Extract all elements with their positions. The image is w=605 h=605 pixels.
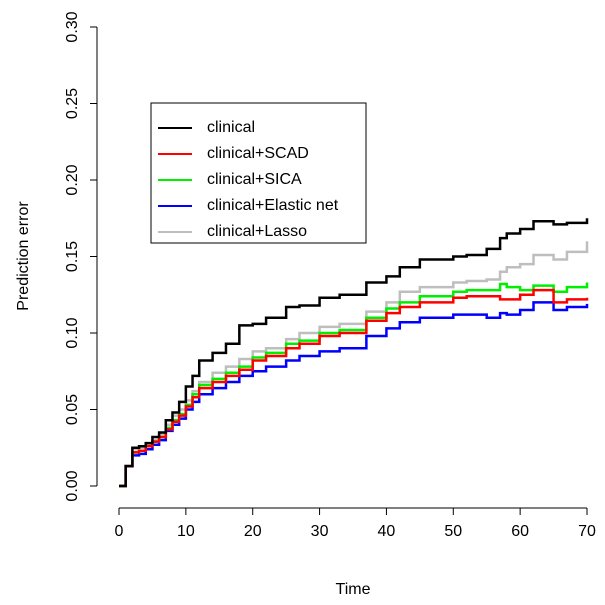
x-tick-label: 10 — [177, 523, 195, 540]
x-tick-label: 0 — [115, 523, 124, 540]
legend-label: clinical+SCAD — [207, 145, 309, 162]
series-line — [119, 241, 589, 488]
series-line — [119, 218, 589, 488]
x-tick-label: 20 — [244, 523, 262, 540]
y-tick-label: 0.20 — [64, 164, 81, 195]
x-tick-label: 60 — [511, 523, 529, 540]
y-tick-label: 0.00 — [64, 470, 81, 501]
y-tick-label: 0.30 — [64, 11, 81, 42]
x-tick-label: 40 — [378, 523, 396, 540]
legend-label: clinical+SICA — [207, 171, 302, 188]
series-line — [119, 282, 589, 488]
legend-label: clinical — [207, 119, 255, 136]
x-tick-label: 70 — [578, 523, 596, 540]
legend-label: clinical+Lasso — [207, 223, 307, 240]
y-tick-label: 0.05 — [64, 394, 81, 425]
x-tick-label: 50 — [444, 523, 462, 540]
y-tick-label: 0.15 — [64, 241, 81, 272]
x-axis-label: Time — [336, 581, 371, 598]
y-tick-label: 0.10 — [64, 317, 81, 348]
series-line — [119, 288, 589, 488]
y-tick-label: 0.25 — [64, 88, 81, 119]
y-axis-label: Prediction error — [15, 201, 32, 311]
x-tick-label: 30 — [311, 523, 329, 540]
legend-label: clinical+Elastic net — [207, 197, 339, 214]
legend-box — [150, 102, 367, 244]
